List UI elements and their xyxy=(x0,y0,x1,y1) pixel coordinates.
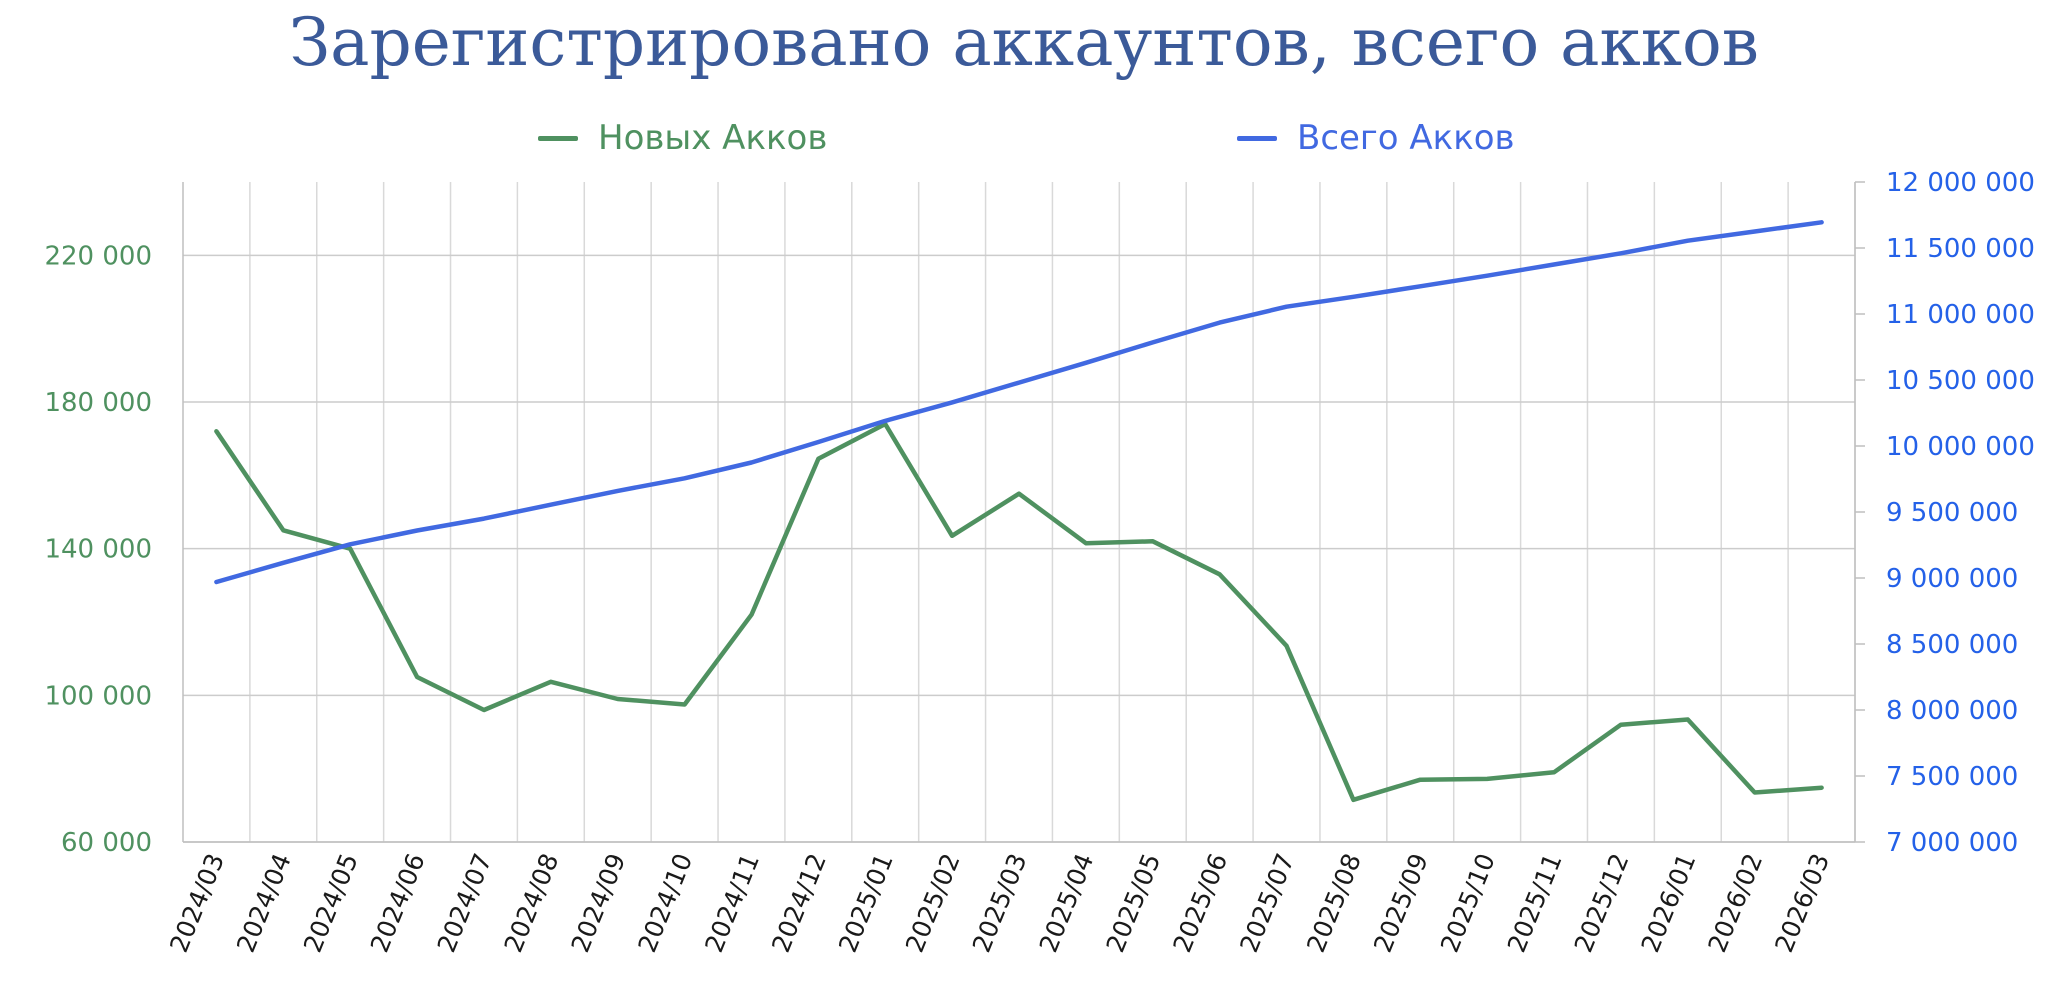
x-tick-label: 2025/02 xyxy=(900,849,966,956)
legend-label-new-accounts: Новых Акков xyxy=(598,118,828,158)
x-tick-label: 2025/10 xyxy=(1435,849,1501,956)
right-tick-label: 11 500 000 xyxy=(1886,234,2035,264)
x-tick-label: 2025/03 xyxy=(967,849,1033,956)
right-tick-label: 7 000 000 xyxy=(1886,828,2018,858)
legend-swatch-total-accounts xyxy=(1237,135,1277,141)
right-tick-label: 12 000 000 xyxy=(1886,168,2035,198)
x-tick-label: 2025/09 xyxy=(1368,849,1434,956)
x-tick-label: 2024/09 xyxy=(565,849,631,956)
x-tick-label: 2024/05 xyxy=(298,849,364,956)
x-tick-label: 2024/03 xyxy=(164,849,230,956)
left-tick-label: 180 000 xyxy=(44,388,152,418)
x-tick-label: 2024/07 xyxy=(432,849,498,956)
right-tick-label: 8 500 000 xyxy=(1886,630,2018,660)
axes xyxy=(182,182,1856,843)
x-tick-label: 2025/07 xyxy=(1234,849,1300,956)
right-tick-label: 10 000 000 xyxy=(1886,432,2035,462)
x-tick-label: 2024/08 xyxy=(499,849,565,956)
x-tick-label: 2025/12 xyxy=(1569,849,1635,956)
x-axis-ticks: 2024/03 2024/04 2024/05 2024/06 2024/07 2024/… xyxy=(164,849,1835,956)
x-tick-label: 2025/06 xyxy=(1167,849,1233,956)
right-tick-label: 10 500 000 xyxy=(1886,366,2035,396)
right-tick-label: 9 000 000 xyxy=(1886,564,2018,594)
x-tick-label: 2024/12 xyxy=(766,849,832,956)
right-tick-label: 8 000 000 xyxy=(1886,696,2018,726)
legend-item-total-accounts: Всего Акков xyxy=(1237,118,1515,158)
x-tick-label: 2025/08 xyxy=(1301,849,1367,956)
legend-swatch-new-accounts xyxy=(538,135,578,141)
right-tick-label: 7 500 000 xyxy=(1886,762,2018,792)
left-tick-label: 140 000 xyxy=(44,535,152,565)
x-tick-label: 2026/02 xyxy=(1702,849,1768,956)
x-tick-label: 2025/01 xyxy=(833,849,899,956)
x-tick-label: 2024/10 xyxy=(632,849,698,956)
x-tick-label: 2024/06 xyxy=(365,849,431,956)
x-tick-label: 2025/05 xyxy=(1101,849,1167,956)
legend-item-new-accounts: Новых Акков xyxy=(538,118,827,158)
right-tick-label: 11 000 000 xyxy=(1886,300,2035,330)
x-tick-label: 2025/04 xyxy=(1034,849,1100,956)
chart-title: Зарегистрировано аккаунтов, всего акков xyxy=(289,4,1759,81)
series-lines xyxy=(214,220,1824,803)
x-tick-label: 2024/11 xyxy=(699,849,765,956)
x-tick-label: 2024/04 xyxy=(231,849,297,956)
left-axis-ticks: 60 000 100 000 140 000 180 000 220 000 xyxy=(44,241,152,858)
grid-lines xyxy=(183,182,1856,843)
series-line-new-accounts xyxy=(214,421,1824,803)
left-tick-label: 220 000 xyxy=(44,241,152,271)
x-tick-label: 2025/11 xyxy=(1502,849,1568,956)
x-tick-label: 2026/03 xyxy=(1769,849,1835,956)
right-tick-label: 9 500 000 xyxy=(1886,498,2018,528)
x-tick-label: 2026/01 xyxy=(1636,849,1702,956)
left-tick-label: 60 000 xyxy=(61,828,152,858)
left-tick-label: 100 000 xyxy=(44,681,152,711)
right-axis-ticks: 7 000 000 7 500 000 8 000 000 8 500 000 9 00… xyxy=(1855,168,2035,858)
legend-label-total-accounts: Всего Акков xyxy=(1297,118,1515,158)
